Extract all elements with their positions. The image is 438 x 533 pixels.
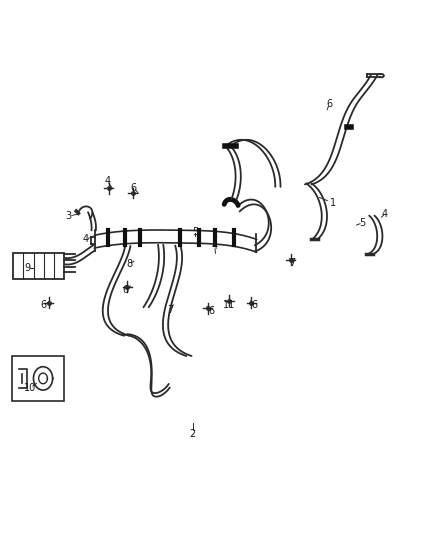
Text: 8: 8 — [127, 259, 133, 269]
Text: 6: 6 — [40, 300, 46, 310]
Text: 4: 4 — [382, 209, 388, 220]
Text: 1: 1 — [329, 198, 336, 208]
Text: 7: 7 — [289, 258, 296, 268]
Text: 10: 10 — [24, 383, 36, 393]
Text: 4: 4 — [83, 234, 89, 244]
Text: 6: 6 — [208, 306, 214, 316]
Text: 3: 3 — [65, 211, 71, 221]
Text: 6: 6 — [122, 286, 128, 295]
Bar — [12, 356, 64, 401]
Text: 11: 11 — [223, 300, 236, 310]
Text: 6: 6 — [131, 183, 137, 193]
Text: 7: 7 — [167, 305, 173, 315]
Text: 5: 5 — [192, 227, 198, 237]
Text: 9: 9 — [25, 263, 31, 273]
Text: 4: 4 — [212, 241, 218, 251]
Text: 6: 6 — [326, 99, 332, 109]
Text: 4: 4 — [105, 176, 111, 187]
Text: 5: 5 — [359, 218, 365, 228]
Text: 6: 6 — [252, 300, 258, 310]
Bar — [13, 253, 64, 279]
Text: 2: 2 — [190, 429, 196, 439]
